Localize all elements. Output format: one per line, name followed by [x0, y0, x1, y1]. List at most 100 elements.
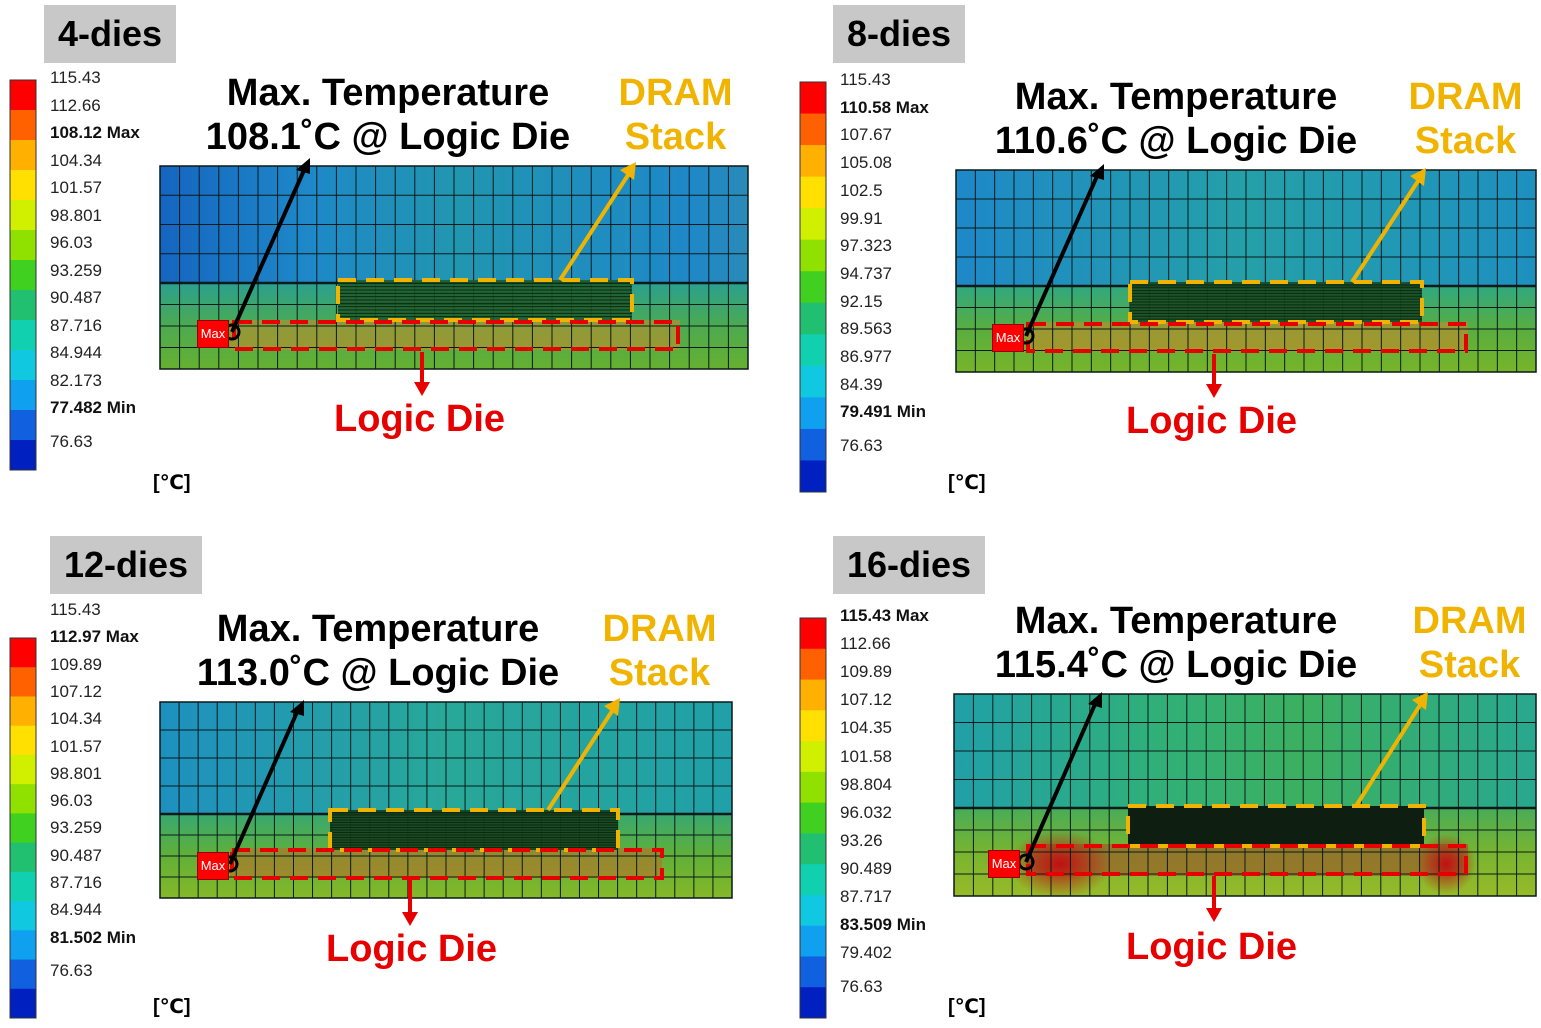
colorbar-band [10, 410, 36, 441]
max-arrow [1024, 701, 1098, 863]
legend-tick-label: 105.08 [840, 153, 892, 173]
legend-tick-label: 83.509 Min [840, 915, 926, 935]
max-temp-annotation: Max. Temperature 110.6˚C @ Logic Die [976, 76, 1376, 163]
colorbar-band [800, 710, 826, 742]
colorbar-band [800, 271, 826, 304]
dram-stack-block [1128, 806, 1424, 846]
panel-12-dies: 12-dies Max [℃] Max. Temperature 113.0˚C [0, 514, 770, 1028]
max-temp-label: Max. Temperature [216, 608, 540, 650]
colorbar-band [800, 397, 826, 430]
colorbar-band [10, 230, 36, 261]
legend-tick-label: 93.259 [50, 260, 102, 280]
colorbar-band [10, 754, 36, 785]
legend-tick-label: 79.491 Min [840, 402, 926, 422]
colorbar-band [10, 813, 36, 844]
legend-tick-label: 87.716 [50, 873, 102, 892]
colorbar-band [10, 380, 36, 411]
colorbar-band [800, 956, 826, 988]
colorbar-band [10, 988, 36, 1019]
legend-tick-label: 82.173 [50, 370, 102, 390]
legend-tick-label: 101.57 [50, 178, 102, 197]
legend-tick-label: 107.12 [50, 681, 102, 701]
legend-tick-label: 97.323 [840, 236, 892, 256]
colorbar-band [10, 200, 36, 231]
max-temp-value: 113.0˚C @ Logic Die [196, 651, 560, 694]
colorbar-band [800, 176, 826, 209]
max-temp-label: Max. Temperature [1014, 76, 1338, 118]
legend-tick-label: 109.89 [50, 654, 102, 674]
logic-die-label: Logic Die [326, 928, 498, 970]
legend-colorbar [799, 617, 827, 1019]
legend-tick-label: 104.34 [50, 709, 102, 729]
legend-tick-label: 104.35 [840, 718, 892, 738]
max-temp-label: Max. Temperature [226, 72, 550, 114]
panel-8-dies: 8-dies Max [℃] Max. Temperature 110.6˚C [770, 0, 1540, 514]
legend-tick-label: 87.716 [50, 315, 102, 335]
legend-tick-label: 96.03 [50, 233, 93, 252]
colorbar-band [10, 959, 36, 990]
legend-tick-label: 102.5 [840, 180, 883, 200]
legend-tick-label: 87.717 [840, 887, 892, 906]
dram-arrow [546, 706, 616, 812]
unit-label: [℃] [153, 996, 191, 1018]
colorbar-band [800, 428, 826, 461]
dram-label-line2: Stack [1418, 643, 1521, 686]
panel-title: 4-dies [44, 5, 177, 63]
max-tag: Max [197, 320, 229, 348]
colorbar-band [800, 208, 826, 241]
colorbar-band [10, 871, 36, 902]
max-tag: Max [197, 852, 229, 880]
dram-stack-outline [1128, 280, 1424, 324]
colorbar-band [800, 334, 826, 367]
legend-tick-label: 115.43 Max [840, 606, 929, 625]
legend-tick-label: 101.58 [840, 746, 892, 766]
legend-tick-label: 79.402 [840, 943, 892, 963]
max-arrow [228, 709, 300, 865]
dram-label-line1: DRAM [618, 72, 733, 114]
legend-tick-label: 109.89 [840, 662, 892, 682]
panel-4-dies: 4-dies Max [℃] Max. Temperature [0, 0, 770, 514]
dram-label-line2: Stack [608, 651, 711, 694]
legend-tick-label: 77.482 Min [50, 398, 136, 417]
colorbar-band [800, 741, 826, 773]
max-temp-annotation: Max. Temperature 113.0˚C @ Logic Die [178, 608, 578, 695]
colorbar-band [800, 460, 826, 493]
legend-tick-label: 90.487 [50, 288, 102, 307]
legend-tick-label: 76.63 [840, 436, 883, 456]
colorbar-band [800, 113, 826, 146]
max-tag: Max [992, 324, 1024, 352]
legend-tick-label: 107.12 [840, 690, 892, 710]
panel-title: 16-dies [833, 536, 986, 594]
legend-tick-label: 112.97 Max [50, 627, 139, 647]
colorbar-band [10, 725, 36, 756]
panel-title: 8-dies [833, 5, 966, 63]
colorbar-band [800, 864, 826, 896]
dram-label-line1: DRAM [1412, 600, 1527, 642]
colorbar-band [10, 784, 36, 814]
colorbar-band [800, 82, 826, 115]
legend-tick-label: 101.57 [50, 736, 102, 756]
logic-hotspot [230, 320, 680, 350]
colorbar-band [10, 260, 36, 291]
colorbar-band [10, 110, 36, 141]
legend-tick-label: 90.487 [50, 845, 102, 865]
unit-label: [℃] [948, 996, 986, 1018]
colorbar-band [800, 894, 826, 927]
logic-hotspot [1026, 322, 1468, 352]
colorbar-band [800, 802, 826, 834]
logic-die-outline [1026, 322, 1468, 353]
dram-label-line1: DRAM [602, 608, 717, 650]
thermal-map-16-dies [799, 617, 1537, 1019]
colorbar-band [800, 771, 826, 804]
colorbar-band [10, 440, 36, 471]
legend-tick-label: 112.66 [50, 95, 101, 115]
dram-arrow [1350, 176, 1422, 284]
colorbar-band [10, 696, 36, 727]
dram-stack-outline [336, 278, 634, 322]
colorbar-band [800, 302, 826, 335]
legend-tick-label: 112.66 [840, 634, 891, 654]
legend-colorbar [9, 637, 37, 1019]
colorbar-band [800, 987, 826, 1019]
dram-label-line2: Stack [1414, 119, 1517, 162]
legend-tick-label: 81.502 Min [50, 927, 136, 947]
